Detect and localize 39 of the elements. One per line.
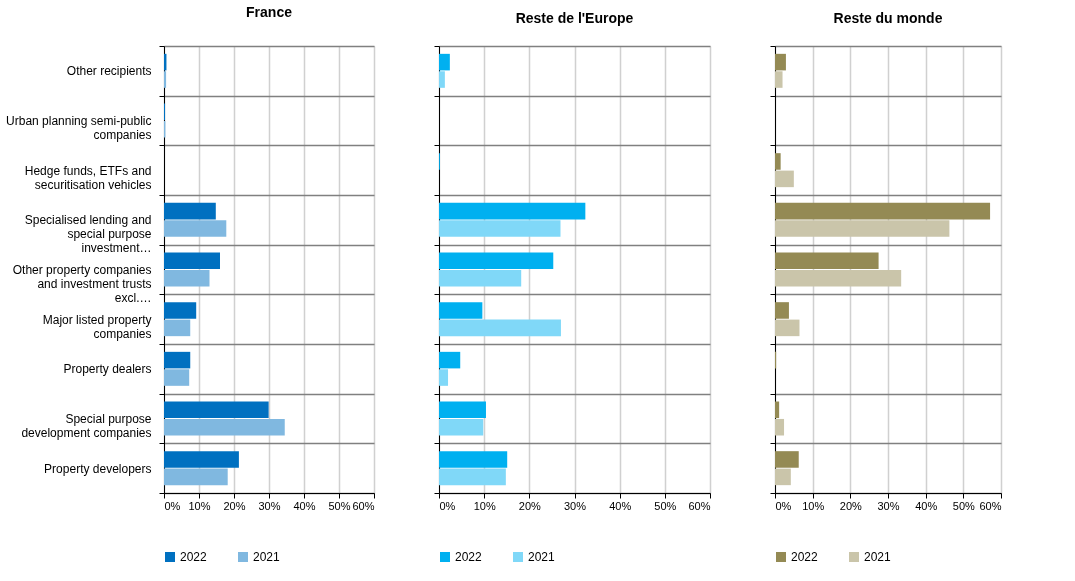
x-tick-label: 10% [802, 499, 825, 512]
x-tick-label: 0% [439, 499, 456, 512]
x-tick-label: 60% [688, 499, 711, 512]
legend-label: 2021 [253, 550, 281, 564]
x-tick-label: 10% [188, 499, 211, 512]
x-tick-label: 50% [654, 499, 677, 512]
x-tick-label: 40% [293, 499, 316, 512]
y-tick-label: Hedge funds, ETFs and securitisation vehicles [24, 163, 152, 192]
y-tick-label: Other property companies and investment trusts excl.… [12, 263, 152, 305]
x-tick-label: 20% [839, 499, 863, 512]
legend-label: 2022 [180, 550, 208, 564]
y-tick-label: Specialised lending and special purpose investment… [24, 213, 152, 256]
legend-label: 2021 [528, 550, 556, 564]
y-tick-label: Major listed property companies [42, 312, 152, 341]
x-tick-label: 30% [563, 499, 587, 512]
x-tick-label: 60% [352, 499, 375, 512]
chart-title: Reste de l'Europe [515, 9, 634, 26]
x-tick-label: 30% [258, 499, 281, 512]
x-tick-label: 10% [473, 499, 496, 512]
y-tick-label: Property dealers [63, 362, 152, 377]
x-tick-label: 40% [609, 499, 632, 512]
x-tick-label: 60% [979, 499, 1002, 512]
chart-title: France [246, 4, 293, 20]
x-tick-label: 50% [952, 499, 976, 512]
x-tick-label: 0% [775, 499, 792, 512]
legend-label: 2022 [455, 550, 483, 564]
y-tick-label: Urban planning semi-public companies [6, 114, 152, 142]
chart-title: Reste du monde [833, 9, 943, 26]
x-tick-label: 20% [518, 499, 542, 512]
y-tick-label: Other recipients [66, 64, 152, 79]
x-tick-label: 20% [223, 499, 246, 512]
legend-label: 2021 [864, 550, 892, 564]
x-tick-label: 40% [915, 499, 938, 512]
x-tick-label: 0% [164, 499, 181, 512]
x-tick-label: 30% [877, 499, 900, 512]
x-tick-label: 50% [328, 499, 351, 512]
legend-label: 2022 [791, 550, 819, 564]
y-tick-label: Property developers [44, 461, 152, 476]
y-tick-label: Special purpose development companies [21, 412, 152, 440]
